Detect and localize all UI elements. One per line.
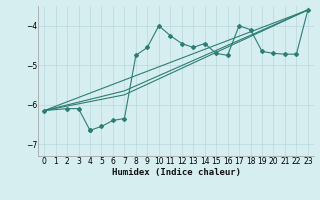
X-axis label: Humidex (Indice chaleur): Humidex (Indice chaleur) bbox=[111, 168, 241, 177]
